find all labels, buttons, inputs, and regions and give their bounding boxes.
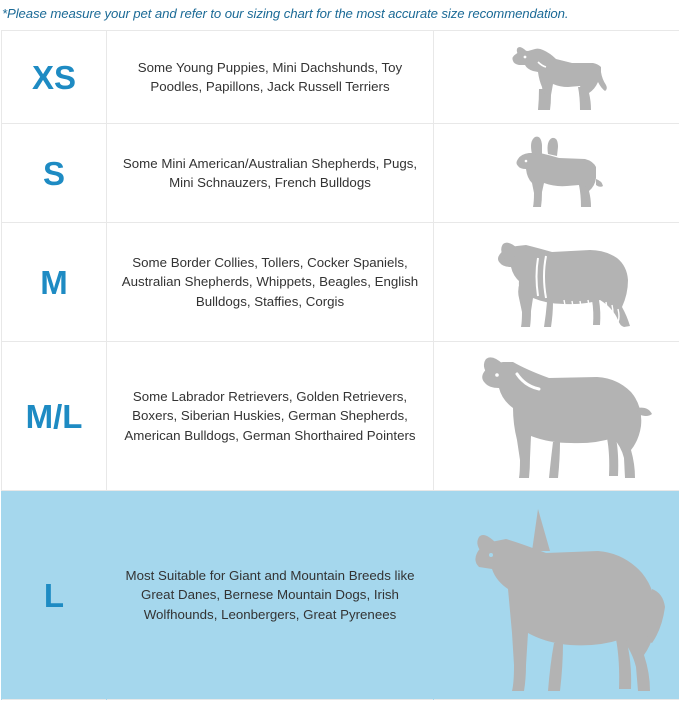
description-cell-ml: Some Labrador Retrievers, Golden Retriev… [106,341,434,491]
silhouette-cell-xs [433,30,679,124]
description-cell-l: Most Suitable for Giant and Mountain Bre… [106,490,434,700]
size-cell-ml: M/L [1,341,107,491]
size-label: S [42,154,65,192]
silhouette-cell-m [433,222,679,342]
breed-description: Most Suitable for Giant and Mountain Bre… [125,567,415,622]
size-cell-xs: XS [1,30,107,124]
breed-description: Some Border Collies, Tollers, Cocker Spa… [121,254,419,309]
measurement-note: *Please measure your pet and refer to ou… [2,6,569,21]
silhouette-cell-l [433,490,679,700]
table-row: L Most Suitable for Giant and Mountain B… [1,490,679,700]
silhouette-cell-s [433,123,679,223]
size-cell-s: S [1,123,107,223]
size-label: M/L [25,397,83,435]
small-terrier-silhouette-icon [434,37,679,117]
table-row: S Some Mini American/Australian Shepherd… [1,123,679,223]
table-row: XS Some Young Puppies, Mini Dachshunds, … [1,30,679,124]
size-label: XS [31,58,77,96]
cocker-spaniel-silhouette-icon [434,228,679,336]
breed-description: Some Labrador Retrievers, Golden Retriev… [124,388,416,443]
size-label: M [40,263,68,301]
table-row: M/L Some Labrador Retrievers, Golden Ret… [1,341,679,491]
table-row: M Some Border Collies, Tollers, Cocker S… [1,222,679,342]
size-cell-m: M [1,222,107,342]
breed-description: Some Young Puppies, Mini Dachshunds, Toy… [137,59,403,95]
description-cell-m: Some Border Collies, Tollers, Cocker Spa… [106,222,434,342]
description-cell-xs: Some Young Puppies, Mini Dachshunds, Toy… [106,30,434,124]
size-cell-l: L [1,490,107,700]
breed-description: Some Mini American/Australian Shepherds,… [122,155,418,191]
size-label: L [43,576,65,614]
description-cell-s: Some Mini American/Australian Shepherds,… [106,123,434,223]
silhouette-cell-ml [433,341,679,491]
size-chart-table: XS Some Young Puppies, Mini Dachshunds, … [1,30,679,700]
great-dane-silhouette-icon [434,493,679,698]
french-bulldog-silhouette-icon [434,131,679,216]
labrador-retriever-silhouette-icon [434,348,679,484]
